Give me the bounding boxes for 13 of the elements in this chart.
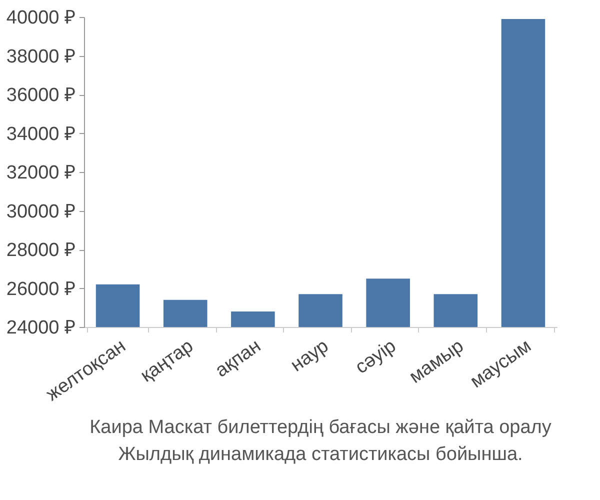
text: Каира Маскат билеттердің бағасы және қайта оралу xyxy=(90,417,552,438)
y-tick-label: 38000 ₽ xyxy=(6,46,76,68)
y-tick-label: 34000 ₽ xyxy=(6,124,76,145)
y-tick-label: 36000 ₽ xyxy=(6,85,76,106)
y-tick-label: 28000 ₽ xyxy=(6,240,76,261)
y-tick-label: 24000 ₽ xyxy=(6,318,76,338)
x-tick-label: наур xyxy=(287,336,332,376)
y-tick-label: 26000 ₽ xyxy=(6,278,76,300)
y-tick-label: 30000 ₽ xyxy=(6,201,76,222)
y-tick-label: 40000 ₽ xyxy=(6,8,76,28)
text: Жылдық динамикада статистикасы бойынша. xyxy=(118,444,523,466)
y-tick-label: 32000 ₽ xyxy=(6,162,76,184)
x-tick-label: сәуір xyxy=(352,336,400,378)
